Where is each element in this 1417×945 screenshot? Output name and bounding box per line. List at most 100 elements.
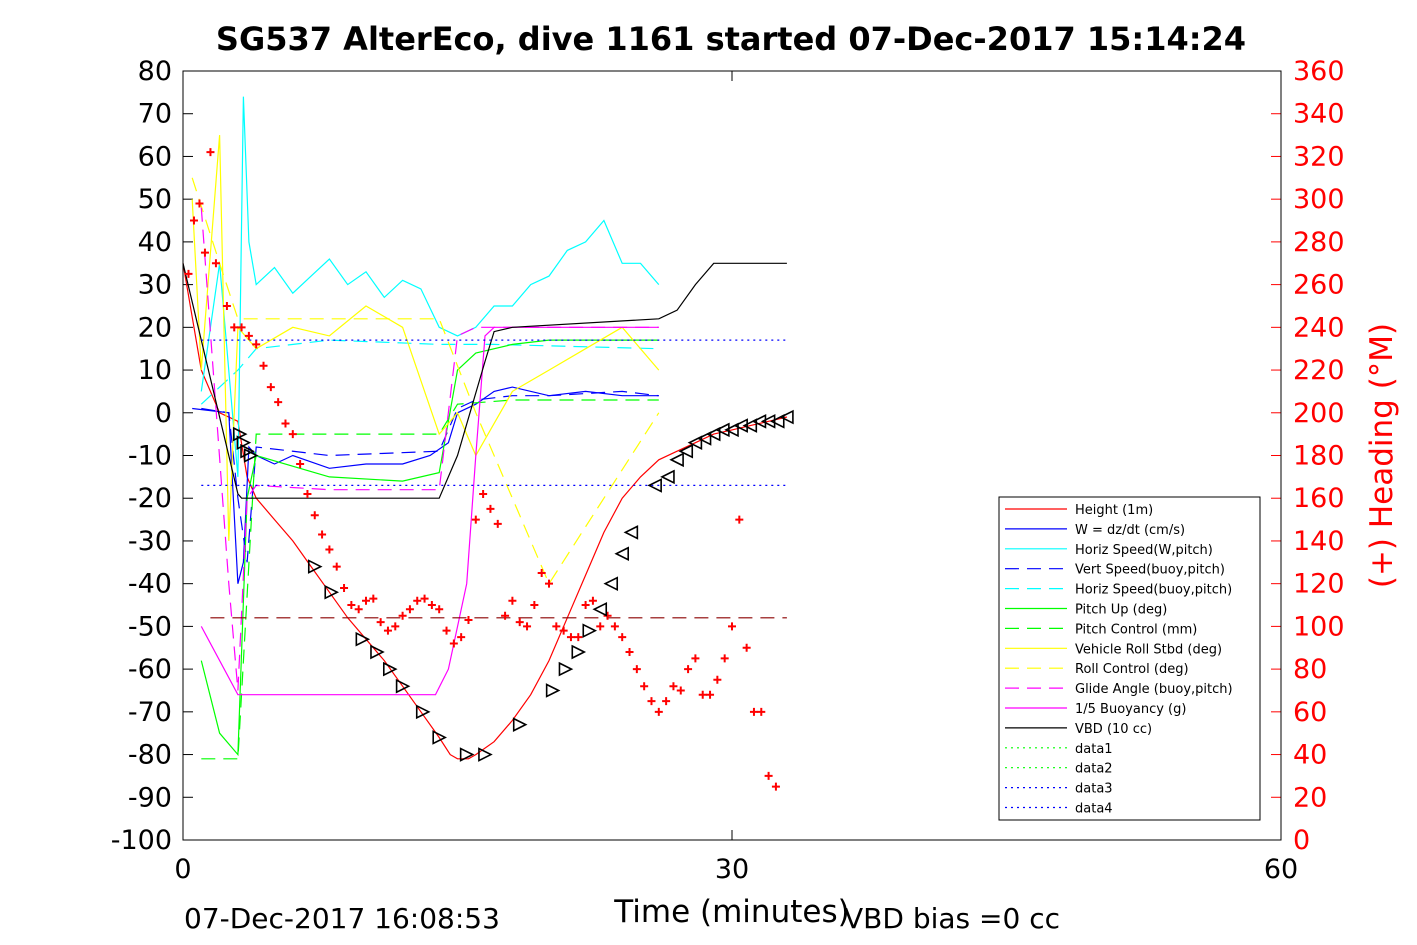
tick-labels: 80706050403020100-10-20-30-40-50-60-70-8… xyxy=(111,56,1345,885)
legend-label: Horiz Speed(buoy,pitch) xyxy=(1075,583,1232,598)
heading-point xyxy=(654,707,663,716)
y-tick-label: 60 xyxy=(138,141,172,172)
track-marker xyxy=(382,661,398,677)
track-marker xyxy=(669,452,684,468)
legend-label: 1/5 Buoyancy (g) xyxy=(1075,702,1186,717)
y2-tick-label: 40 xyxy=(1293,740,1327,771)
heading-point xyxy=(274,398,283,407)
series-horiz-speed-buoy-pitch xyxy=(200,339,659,405)
series-roll-control-deg xyxy=(191,177,660,585)
y2-tick-label: 240 xyxy=(1293,312,1345,343)
series-vert-speed-buoy-pitch xyxy=(201,390,659,563)
plot-frame xyxy=(182,70,1282,841)
track-marker xyxy=(571,644,587,660)
heading-point xyxy=(698,690,707,699)
y-tick-label: -70 xyxy=(128,697,172,728)
y-tick-label: -60 xyxy=(128,654,172,685)
track-marker xyxy=(623,525,639,540)
heading-point xyxy=(610,622,619,631)
heading-point xyxy=(252,340,261,349)
heading-point xyxy=(354,605,363,614)
y-tick-label: -10 xyxy=(128,441,172,472)
heading-point xyxy=(530,601,539,610)
y2-tick-label: 280 xyxy=(1293,227,1345,258)
heading-point xyxy=(184,269,193,278)
y2-tick-label: 300 xyxy=(1293,184,1345,215)
heading-point xyxy=(691,654,700,663)
heading-point xyxy=(493,519,502,528)
chart-title: SG537 AlterEco, dive 1161 started 07-Dec… xyxy=(216,20,1246,58)
legend-label: Height (1m) xyxy=(1075,503,1153,518)
track-marker xyxy=(459,747,475,762)
heading-point xyxy=(757,707,766,716)
heading-point xyxy=(669,682,678,691)
y2-tick-label: 80 xyxy=(1293,654,1327,685)
track-marker xyxy=(307,559,323,574)
track-marker xyxy=(760,414,776,429)
track-marker xyxy=(512,717,528,732)
legend-label: Pitch Up (deg) xyxy=(1075,603,1167,618)
track-marker xyxy=(243,448,259,463)
track-marker xyxy=(478,747,493,762)
heading-point xyxy=(625,648,634,657)
footer-timestamp: 07-Dec-2017 16:08:53 xyxy=(184,902,500,935)
y2-tick-label: 220 xyxy=(1293,355,1345,386)
y-tick-label: -40 xyxy=(128,569,172,600)
heading-point xyxy=(471,515,480,524)
y-tick-label: 70 xyxy=(138,99,172,130)
y-tick-label: -30 xyxy=(128,526,172,557)
track-marker xyxy=(733,418,748,433)
y2-tick-label: 100 xyxy=(1293,611,1345,642)
legend-label: W = dz/dt (cm/s) xyxy=(1075,523,1185,538)
track-marker xyxy=(355,631,371,647)
footer-vbd-bias: VBD bias =0 cc xyxy=(844,902,1060,935)
heading-point xyxy=(523,622,532,631)
heading-point xyxy=(545,579,553,588)
series-height-1m xyxy=(182,263,788,760)
y-tick-label: 40 xyxy=(138,227,172,258)
y-tick-label: -50 xyxy=(128,611,172,642)
heading-point xyxy=(405,605,414,614)
heading-point xyxy=(413,596,422,605)
heading-point xyxy=(442,626,451,635)
heading-point xyxy=(435,605,444,614)
y2-tick-label: 260 xyxy=(1293,270,1345,301)
series-vbd-10-cc xyxy=(182,262,787,499)
track-marker xyxy=(603,576,619,591)
y2-tick-label: 60 xyxy=(1293,697,1327,728)
y-tick-label: 30 xyxy=(138,270,172,301)
legend-label: VBD (10 cc) xyxy=(1075,722,1152,737)
track-marker xyxy=(395,678,411,694)
x-axis-label: Time (minutes) xyxy=(613,894,849,930)
y2-tick-label: 20 xyxy=(1293,782,1327,813)
legend-box xyxy=(998,496,1261,821)
heading-point xyxy=(508,596,517,605)
heading-point xyxy=(684,665,693,674)
series-horiz-speed-w-pitch xyxy=(200,96,660,477)
heading-point xyxy=(230,323,239,332)
heading-point xyxy=(200,248,209,257)
y-tick-label: -80 xyxy=(128,740,172,771)
legend-label: Roll Control (deg) xyxy=(1075,662,1189,677)
heading-point xyxy=(296,460,305,469)
heading-point xyxy=(728,622,736,631)
legend-label: Vehicle Roll Stbd (deg) xyxy=(1075,642,1222,657)
y-tick-label: 20 xyxy=(138,312,172,343)
heading-point xyxy=(713,675,722,684)
heading-point xyxy=(211,259,220,268)
heading-point xyxy=(318,530,327,539)
heading-point xyxy=(195,199,204,208)
heading-point xyxy=(603,611,612,620)
heading-point xyxy=(303,489,312,498)
heading-point xyxy=(618,633,627,642)
y2-tick-label: 340 xyxy=(1293,99,1345,130)
y2-tick-label: 160 xyxy=(1293,483,1345,514)
track-marker xyxy=(696,431,712,446)
heading-point xyxy=(362,596,370,605)
track-marker xyxy=(370,644,385,660)
heading-point xyxy=(479,489,488,498)
y-tick-label: 10 xyxy=(138,355,172,386)
legend: Height (1m) W = dz/dt (cm/s) Horiz Speed(W… xyxy=(998,496,1261,821)
track-marker xyxy=(742,418,758,433)
